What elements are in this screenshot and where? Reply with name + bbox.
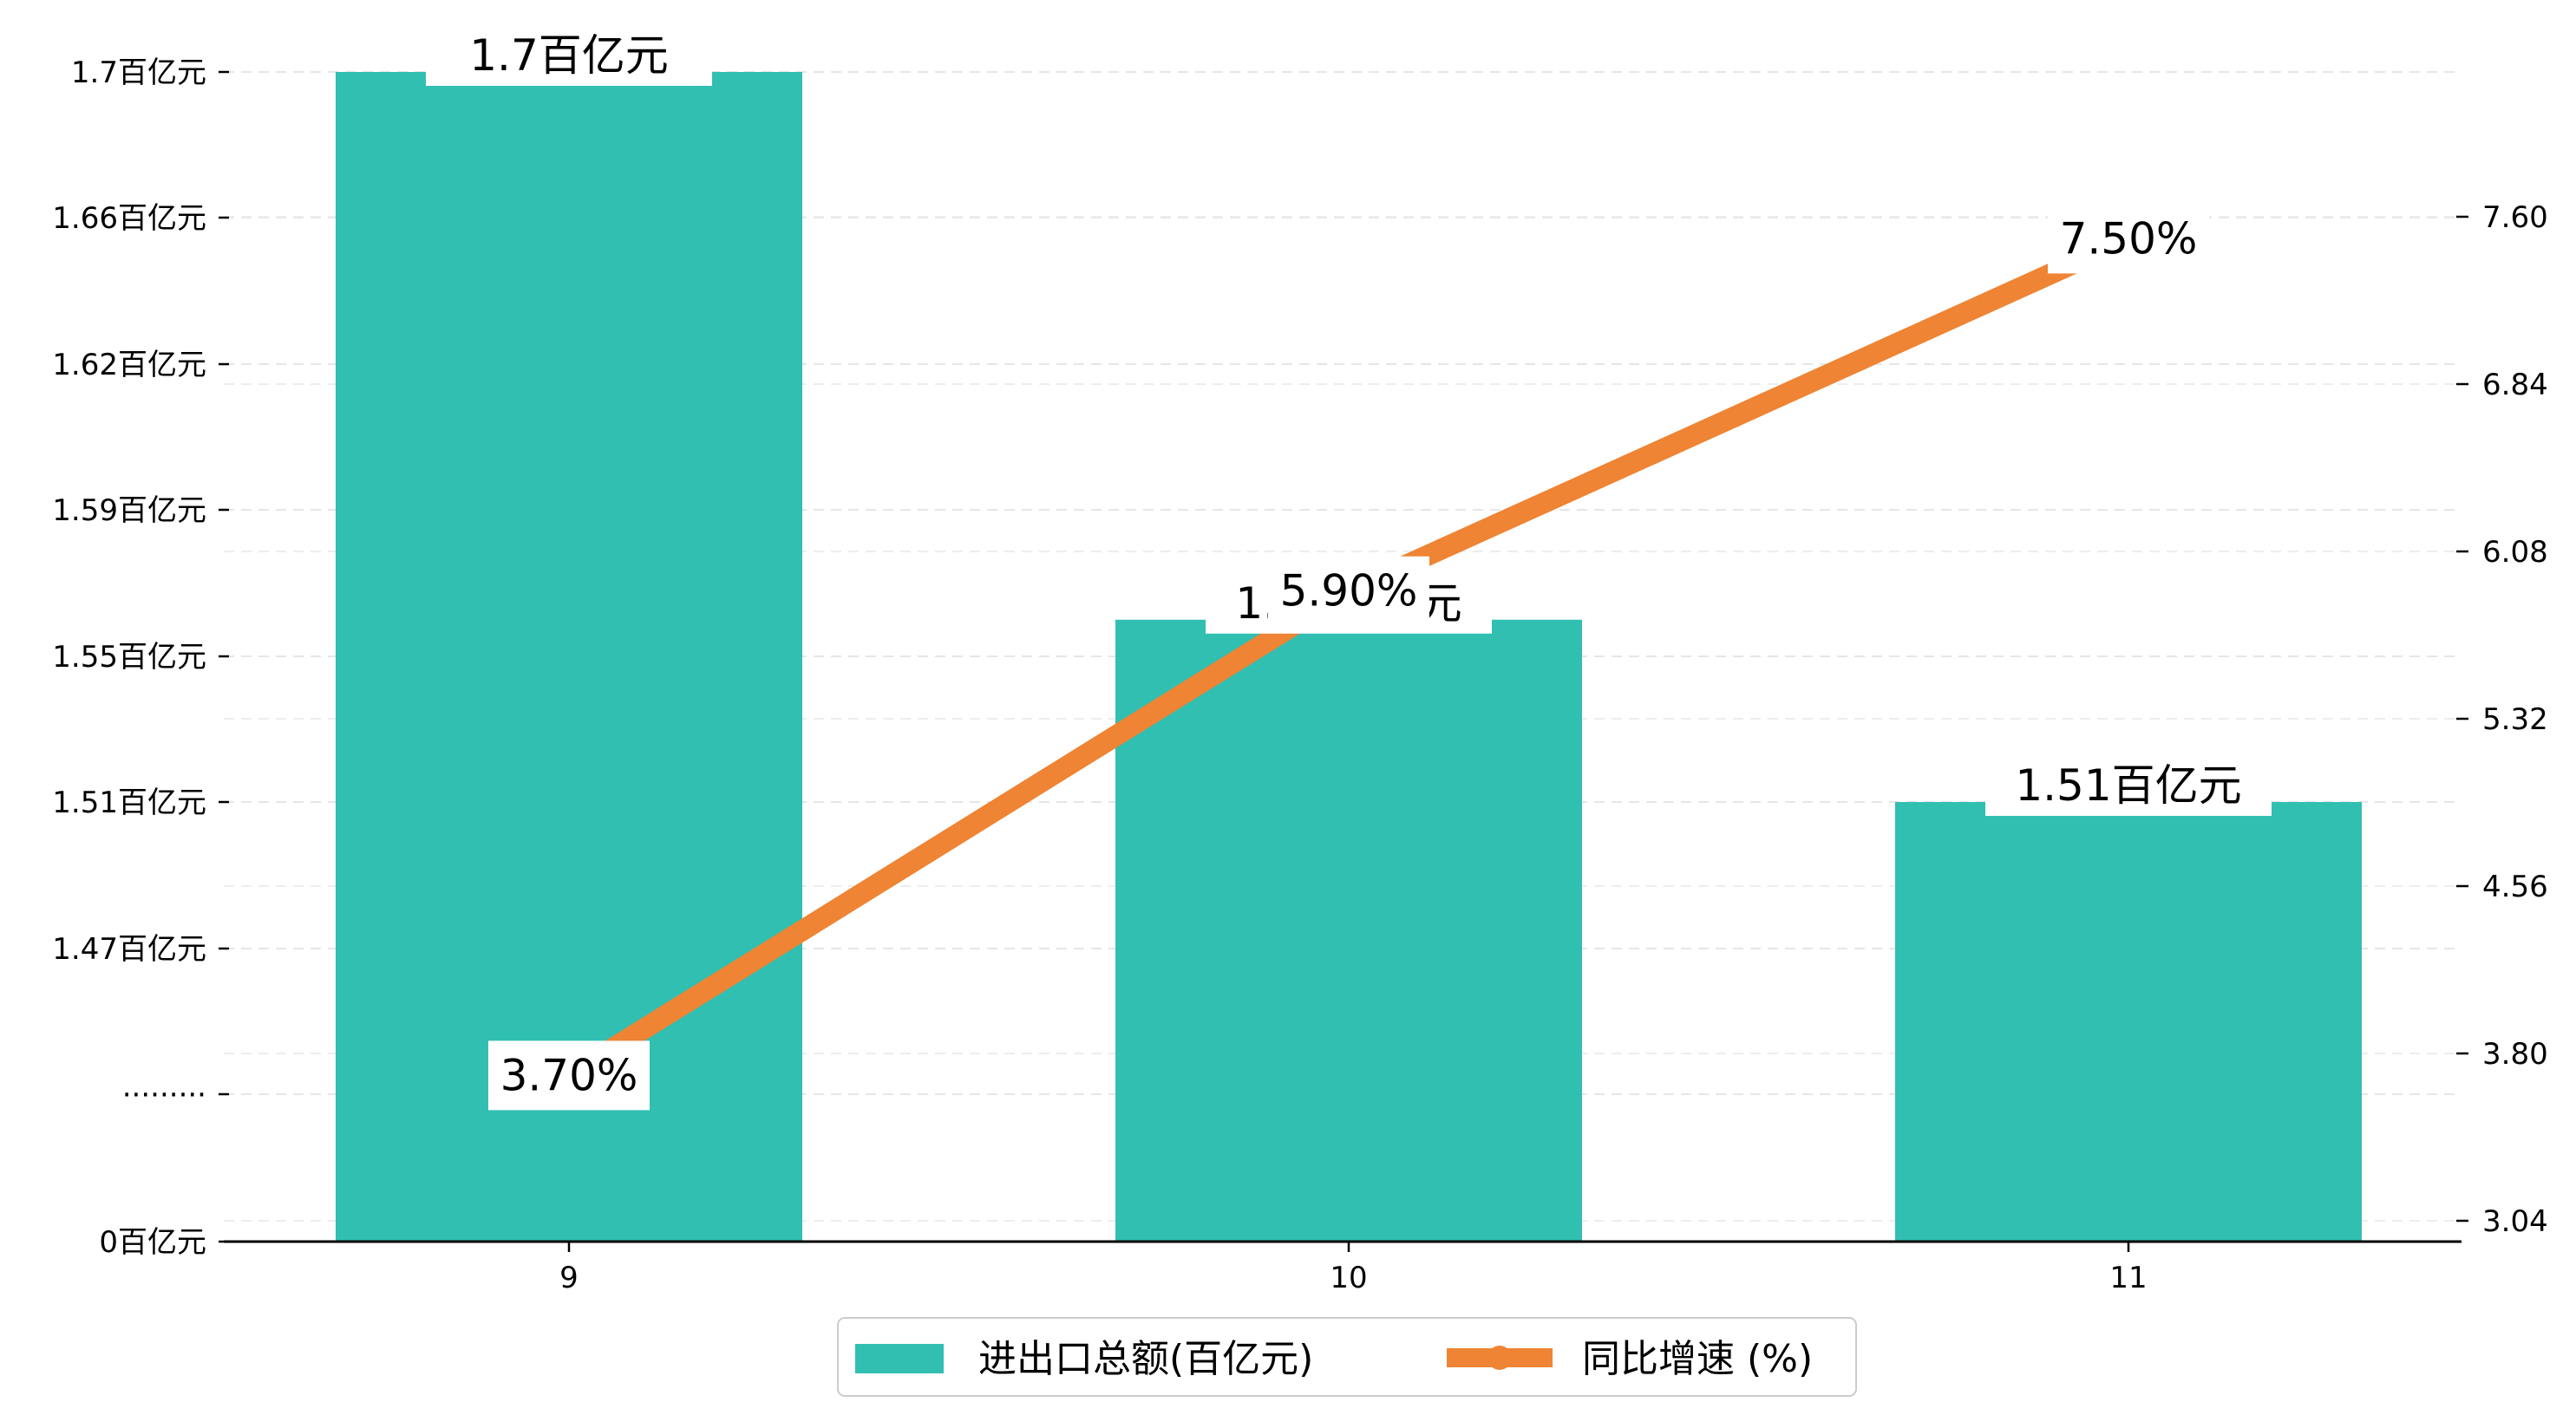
line-label-box [2048, 204, 2209, 274]
y-tick-label: 1.51百亿元 [52, 786, 206, 820]
y-tick-label: 1.47百亿元 [52, 932, 206, 967]
bar-label-box [1985, 757, 2272, 816]
bar-value-label: 1.51百亿元 [2015, 760, 2241, 811]
bar [1115, 619, 1582, 1242]
x-tick-label: 10 [1330, 1261, 1367, 1295]
y-tick-label: 1.62百亿元 [52, 348, 206, 382]
line-label-box [1268, 556, 1429, 626]
legend-label-bar: 进出口总额(百亿元) [978, 1337, 1313, 1381]
legend-box [837, 1317, 1857, 1397]
line-value-label: 3.70% [500, 1050, 638, 1100]
y2-tick-label: 6.08 [2482, 535, 2548, 570]
y2-tick-label: 5.32 [2482, 702, 2548, 737]
y2-tick-label: 3.80 [2482, 1037, 2548, 1072]
y2-tick-label: 3.04 [2482, 1204, 2548, 1239]
bar-series [336, 72, 2362, 1242]
y-tick-label: ········· [122, 1078, 206, 1112]
y-tick-label: 1.55百亿元 [52, 640, 206, 675]
line-value-label: 7.50% [2060, 213, 2198, 264]
y-tick-label: 1.7百亿元 [71, 55, 206, 90]
y-tick-label: 0百亿元 [99, 1225, 206, 1260]
x-tick-label: 9 [559, 1261, 579, 1295]
line-value-label: 5.90% [1280, 566, 1418, 616]
legend-swatch-marker [1487, 1346, 1512, 1370]
bar [1895, 802, 2362, 1242]
axes: 0百亿元 ········· 1.47百亿元 1.51百亿元 1.55百亿元 1.59百亿… [52, 55, 2547, 1295]
bar-label-box [426, 27, 712, 86]
y-tick-label: 1.66百亿元 [52, 201, 206, 236]
x-tick-label: 11 [2109, 1261, 2147, 1295]
bar-value-label: 1.7百亿元 [469, 30, 669, 81]
legend-label-line: 同比增速 (%) [1582, 1337, 1813, 1381]
y2-tick-label: 6.84 [2482, 368, 2548, 402]
line-label-box [488, 1040, 650, 1111]
y2-tick-label: 7.60 [2482, 200, 2548, 235]
y2-tick-label: 4.56 [2482, 870, 2548, 904]
y-tick-label: 1.59百亿元 [52, 493, 206, 528]
legend-swatch-bar [855, 1344, 944, 1373]
legend[interactable]: 进出口总额(百亿元) 同比增速 (%) [837, 1317, 1857, 1397]
